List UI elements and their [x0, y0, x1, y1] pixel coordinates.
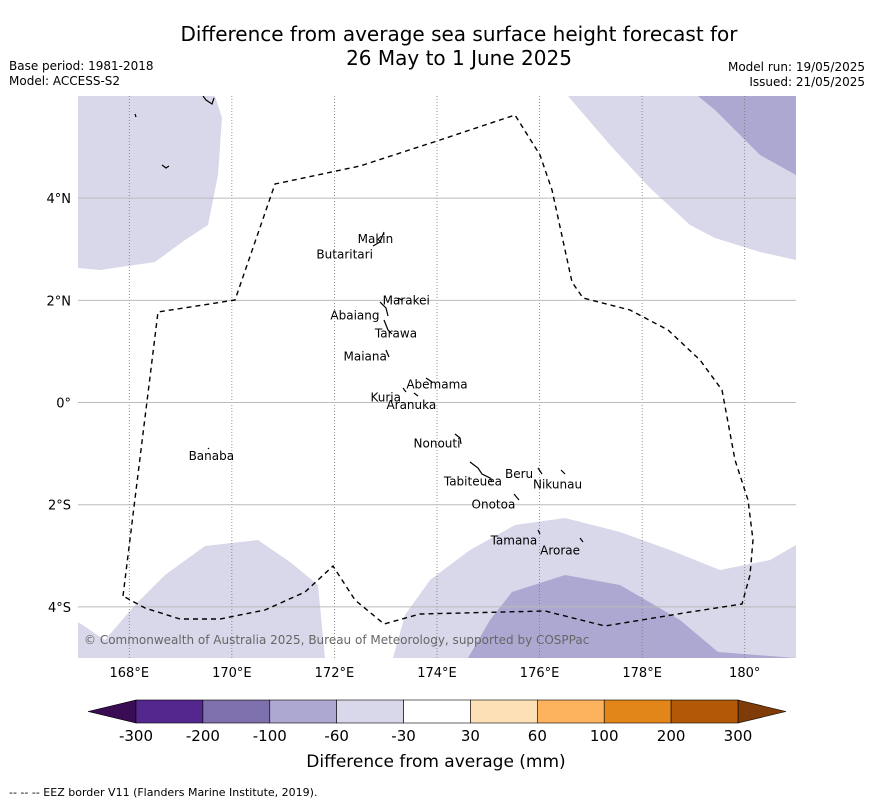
- island-marakei: [397, 297, 403, 301]
- place-label: Abemama: [406, 378, 467, 392]
- island-abemama: [425, 377, 433, 383]
- place-label: Beru: [505, 467, 533, 481]
- anomaly-region-southeast-strong: [468, 575, 796, 658]
- model-name: Model: ACCESS-S2: [9, 74, 121, 88]
- meta-left: Base period: 1981-2018 Model: ACCESS-S2: [9, 59, 154, 89]
- eez-source-note: -- -- -- EEZ border V11 (Flanders Marine…: [9, 786, 318, 799]
- place-label: Arorae: [540, 544, 580, 558]
- island-nikunau: [560, 469, 566, 475]
- place-label: Kuria: [370, 390, 401, 404]
- colorbar-swatch: [336, 699, 404, 724]
- island-banaba: [207, 447, 210, 450]
- island-abaiang: [379, 301, 389, 317]
- title-line-1: Difference from average sea surface heig…: [180, 22, 738, 46]
- island-makin: [372, 231, 385, 247]
- anomaly-region-northeast-strong: [698, 96, 796, 175]
- base-period: Base period: 1981-2018: [9, 59, 154, 73]
- colorbar-tick-label: -200: [186, 727, 220, 745]
- colorbar-over-arrow: [737, 699, 787, 724]
- axis-tick-labels: 168°E 170°E 172°E 174°E 176°E 178°E 180° 4°N 2°N…: [47, 192, 761, 681]
- lat-tick-label: 0°: [56, 397, 71, 412]
- colorbar-tick-label: -300: [119, 727, 153, 745]
- colorbar-tick-label: 60: [528, 727, 547, 745]
- lon-tick-label: 178°E: [622, 666, 662, 681]
- colorbar-tick-label: 30: [461, 727, 480, 745]
- anomaly-region-northeast: [568, 96, 796, 260]
- colorbar-swatch: [470, 699, 538, 724]
- copyright-notice: © Commonwealth of Australia 2025, Bureau…: [84, 633, 589, 647]
- island-nonouti: [454, 433, 462, 445]
- place-label: Marakei: [383, 293, 430, 307]
- island-kuria: [402, 387, 407, 393]
- island-tabiteuea: [469, 461, 493, 483]
- island-tamana: [537, 529, 541, 535]
- place-label: Makin: [358, 232, 394, 246]
- place-label: Abaiang: [330, 309, 379, 323]
- colorbar-swatch: [670, 699, 739, 724]
- place-label: Aranuka: [386, 398, 436, 412]
- island-arorae: [579, 537, 584, 543]
- island-northwest-3: [202, 96, 215, 105]
- colorbar-tick-label: -100: [253, 727, 287, 745]
- island-beru: [537, 467, 543, 475]
- meta-right: Model run: 19/05/2025 Issued: 21/05/2025: [728, 60, 865, 90]
- place-label: Nonouti: [414, 436, 461, 450]
- colorbar-swatch: [403, 699, 471, 724]
- issued-date: Issued: 21/05/2025: [749, 75, 865, 89]
- island-onotoa: [513, 493, 520, 501]
- island-outlines: [134, 96, 584, 543]
- colorbar-swatch: [269, 699, 337, 724]
- island-northwest-1: [134, 113, 137, 118]
- colorbar-swatch: [135, 699, 204, 724]
- island-aranuka: [413, 392, 419, 397]
- lat-tick-label: 4°S: [48, 601, 71, 616]
- lon-tick-label: 170°E: [212, 666, 252, 681]
- anomaly-region-northwest: [78, 96, 222, 270]
- place-label: Onotoa: [472, 498, 516, 512]
- anomaly-region-southwest: [78, 540, 325, 658]
- island-tarawa: [383, 319, 393, 335]
- colorbar-tick-label: 200: [657, 727, 686, 745]
- place-label: Banaba: [189, 449, 235, 463]
- island-northwest-2: [161, 164, 170, 169]
- colorbar-swatch: [603, 699, 672, 724]
- colorbar-tick-label: 100: [590, 727, 619, 745]
- place-label: Nikunau: [533, 477, 582, 491]
- lon-tick-label: 174°E: [417, 666, 457, 681]
- colorbar: -300 -200 -100 -60 -30 30 60 100 200 300: [87, 699, 787, 745]
- place-label: Butaritari: [316, 247, 373, 261]
- gridlines: [78, 96, 796, 658]
- lat-tick-label: 2°S: [48, 499, 71, 514]
- colorbar-tick-label: 300: [724, 727, 753, 745]
- lat-tick-label: 2°N: [47, 294, 72, 309]
- colorbar-title: Difference from average (mm): [306, 752, 565, 772]
- colorbar-under-arrow: [87, 699, 137, 724]
- island-maiana: [385, 349, 390, 358]
- lat-tick-label: 4°N: [47, 192, 72, 207]
- place-label: Tabiteuea: [443, 475, 502, 489]
- map-title: Difference from average sea surface heig…: [0, 22, 873, 70]
- lon-tick-label: 172°E: [315, 666, 355, 681]
- place-label: Tamana: [490, 533, 538, 547]
- title-line-2: 26 May to 1 June 2025: [346, 46, 572, 70]
- place-label: Tarawa: [374, 327, 417, 341]
- model-run: Model run: 19/05/2025: [727, 60, 865, 74]
- colorbar-tick-label: -60: [324, 727, 349, 745]
- lon-tick-label: 168°E: [110, 666, 150, 681]
- colorbar-swatch: [537, 699, 605, 724]
- lon-tick-label: 180°: [729, 666, 760, 681]
- colorbar-tick-label: -30: [391, 727, 416, 745]
- place-label: Maiana: [344, 350, 387, 364]
- lon-tick-label: 176°E: [520, 666, 560, 681]
- eez-border: [122, 114, 754, 627]
- colorbar-swatch: [202, 699, 271, 724]
